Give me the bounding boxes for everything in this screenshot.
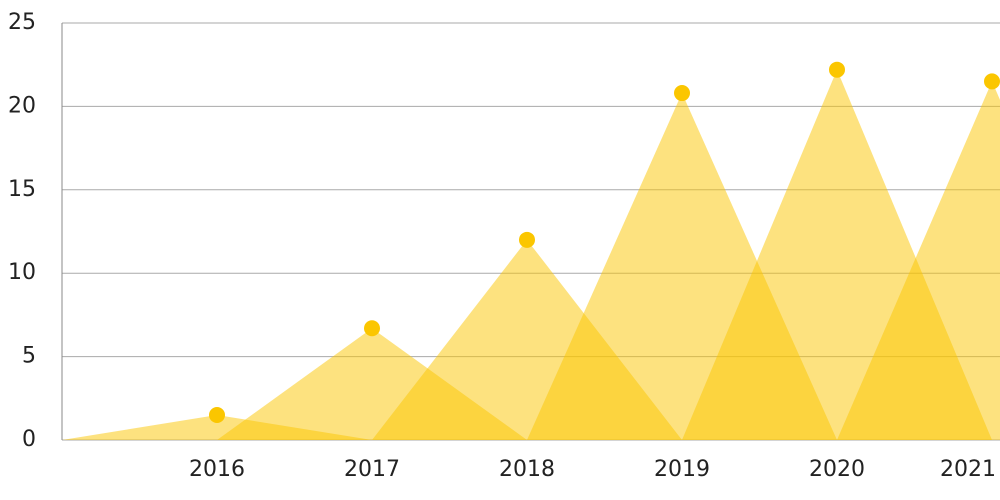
y-tick-label: 20 (8, 93, 36, 118)
triangle (837, 81, 1000, 440)
x-tick-label: 2020 (809, 457, 865, 482)
y-tick-label: 25 (8, 10, 36, 35)
dots (209, 61, 1000, 423)
x-tick-label: 2016 (189, 457, 245, 482)
y-tick-label: 0 (22, 427, 36, 452)
x-tick-label: 2019 (654, 457, 710, 482)
y-tick-label: 10 (8, 260, 36, 285)
peak-dot (674, 85, 690, 102)
y-tick-label: 15 (8, 177, 36, 202)
peak-dot (829, 61, 845, 78)
x-tick-label: 2021 (940, 457, 996, 482)
x-tick-label: 2018 (499, 457, 555, 482)
peak-dot (364, 320, 380, 337)
peak-dot (984, 73, 1000, 90)
y-tick-label: 5 (22, 344, 36, 369)
peak-dot (209, 406, 225, 423)
peak-dot (519, 231, 535, 248)
x-tick-label: 2017 (344, 457, 400, 482)
marks (62, 69, 1000, 440)
